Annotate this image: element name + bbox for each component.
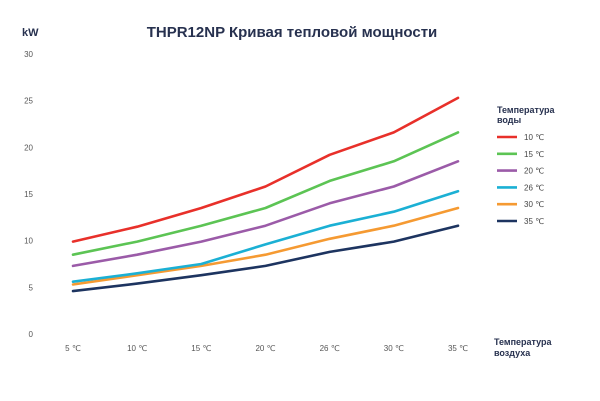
- legend-label: 15 ℃: [524, 150, 544, 159]
- series-line: [71, 189, 460, 284]
- x-axis-label-line2: воздуха: [494, 348, 531, 358]
- series-line: [71, 96, 460, 243]
- x-tick-label: 35 ℃: [448, 344, 468, 353]
- legend-title-line1: Температура: [497, 105, 556, 115]
- legend: Температура воды 10 ℃ 15 ℃ 20 ℃ 26 ℃ 30 ℃ 35 …: [497, 105, 556, 226]
- x-tick-label: 5 ℃: [65, 344, 81, 353]
- legend-label: 26 ℃: [524, 183, 544, 192]
- x-tick-label: 10 ℃: [127, 344, 147, 353]
- series-line: [71, 131, 460, 256]
- legend-label: 35 ℃: [524, 217, 544, 226]
- y-tick-labels: 0 5 10 15 20 25 30: [24, 50, 33, 339]
- x-tick-label: 30 ℃: [384, 344, 404, 353]
- legend-label: 10 ℃: [524, 133, 544, 142]
- legend-label: 20 ℃: [524, 167, 544, 176]
- y-tick-label: 15: [24, 190, 33, 199]
- series-line: [71, 160, 460, 268]
- x-tick-label: 20 ℃: [255, 344, 275, 353]
- x-tick-label: 15 ℃: [191, 344, 211, 353]
- y-tick-label: 25: [24, 97, 33, 106]
- chart-title: THPR12NP Кривая тепловой мощности: [147, 24, 438, 41]
- series-line: [71, 224, 460, 293]
- y-tick-label: 20: [24, 143, 33, 152]
- y-tick-label: 0: [29, 330, 34, 339]
- y-tick-label: 30: [24, 50, 33, 59]
- legend-title-line2: воды: [497, 115, 522, 125]
- y-tick-label: 5: [29, 283, 34, 292]
- series-line: [71, 206, 460, 286]
- x-tick-labels: 5 ℃ 10 ℃ 15 ℃ 20 ℃ 26 ℃ 30 ℃ 35 ℃: [65, 344, 468, 353]
- series-lines: [71, 96, 460, 293]
- y-axis-label: kW: [22, 27, 39, 39]
- x-tick-label: 26 ℃: [320, 344, 340, 353]
- y-tick-label: 10: [24, 237, 33, 246]
- legend-label: 30 ℃: [524, 200, 544, 209]
- x-axis-label-line1: Температура: [494, 337, 553, 347]
